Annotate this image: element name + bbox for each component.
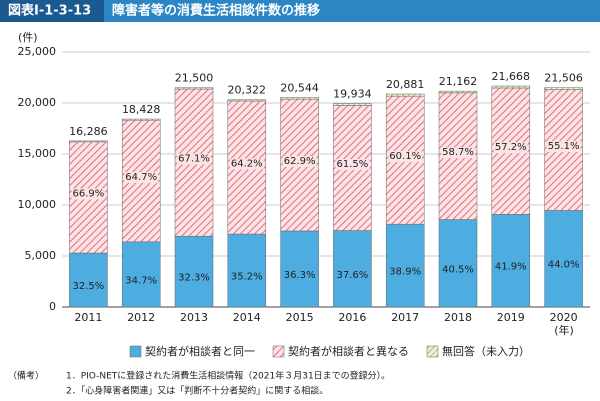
legend-label: 契約者が相談者と異なる: [288, 344, 409, 358]
bar-segment: [174, 87, 214, 90]
share-label: 32.3%: [178, 273, 210, 284]
total-label: 21,506: [544, 72, 583, 85]
x-tick-label: 2019: [497, 311, 525, 324]
share-label: 66.9%: [73, 188, 105, 199]
share-label-bg: [124, 171, 159, 183]
bar-segment: [121, 241, 161, 308]
x-tick-label: 2014: [233, 311, 261, 324]
x-tick-label: 2011: [74, 311, 102, 324]
share-label: 37.6%: [337, 270, 369, 281]
x-tick-label: 2015: [286, 311, 314, 324]
share-label: 40.5%: [442, 264, 474, 275]
legend-swatch: [272, 345, 285, 358]
bar-segment: [69, 252, 108, 308]
legend-label: 契約者が相談者と同一: [145, 344, 255, 358]
notes-label: （備考）: [8, 370, 44, 382]
x-tick-label: 2018: [444, 311, 472, 324]
share-label: 44.0%: [548, 260, 580, 271]
share-label: 35.2%: [231, 272, 263, 283]
share-label-bg: [229, 158, 264, 170]
share-label-bg: [177, 153, 211, 165]
share-label: 60.1%: [389, 151, 421, 162]
total-label: 20,881: [386, 78, 425, 91]
total-label: 21,668: [492, 70, 531, 83]
x-tick-label: 2012: [127, 311, 155, 324]
share-label: 34.7%: [125, 275, 157, 286]
y-tick-label: 10,000: [18, 198, 57, 211]
bar-segment: [227, 99, 267, 102]
figure-title: 障害者等の消費生活相談件数の推移: [112, 3, 320, 19]
share-label: 57.2%: [495, 142, 527, 153]
bar-segment: [174, 235, 214, 308]
share-label: 61.5%: [337, 159, 369, 170]
legend-label: 無回答（未入力）: [442, 344, 530, 358]
y-unit: (件): [18, 31, 38, 44]
share-label: 41.9%: [495, 262, 527, 273]
bar-segment: [333, 230, 372, 308]
share-label: 58.7%: [442, 147, 474, 158]
share-label-bg: [282, 156, 317, 168]
bar-segment: [544, 210, 583, 308]
share-label-bg: [335, 159, 370, 171]
x-unit: (年): [554, 323, 574, 337]
bar-segment: [385, 223, 425, 308]
total-label: 16,286: [69, 125, 108, 138]
total-label: 21,500: [175, 72, 214, 85]
share-label-bg: [71, 188, 106, 200]
share-label-bg: [546, 141, 581, 153]
share-label: 32.5%: [73, 281, 105, 292]
share-label: 64.2%: [231, 158, 263, 169]
y-tick-label: 5,000: [25, 249, 57, 262]
bar-segment: [69, 140, 108, 143]
x-tick-label: 2020: [550, 311, 578, 324]
share-label: 38.9%: [389, 267, 421, 278]
total-label: 20,544: [280, 81, 319, 94]
note: 1．PIO-NETに登録された消費生活相談情報（2021年３月31日までの登録分…: [66, 370, 390, 382]
share-label: 36.3%: [284, 270, 316, 281]
share-label: 67.1%: [178, 154, 210, 165]
share-label-bg: [493, 142, 528, 154]
share-label: 64.7%: [125, 172, 157, 183]
legend-swatch: [426, 345, 439, 358]
bar-segment: [544, 87, 583, 90]
bar-segment: [385, 93, 425, 97]
bar-segment: [280, 97, 319, 100]
figure-no-box: [0, 0, 104, 22]
bar-segment: [121, 118, 161, 121]
bar-segment: [333, 103, 372, 106]
y-tick-label: 25,000: [18, 45, 57, 58]
figure-no: 図表Ⅰ-1-3-13: [8, 3, 91, 19]
bar-segment: [438, 90, 478, 94]
share-label: 55.1%: [548, 141, 580, 152]
y-tick-label: 15,000: [18, 147, 57, 160]
x-tick-label: 2016: [338, 311, 366, 324]
y-tick-label: 0: [49, 300, 56, 313]
share-label-bg: [388, 151, 423, 163]
y-tick-label: 20,000: [18, 96, 57, 109]
legend-swatch: [129, 345, 142, 358]
share-label-bg: [441, 147, 475, 159]
total-label: 19,934: [333, 88, 372, 101]
bar-segment: [491, 214, 531, 308]
bar-segment: [227, 233, 267, 308]
note: 2．「心身障害者関連」又は「判断不十分者契約」に関する相談。: [66, 385, 328, 397]
total-label: 20,322: [228, 84, 267, 97]
share-label: 62.9%: [284, 156, 316, 167]
bar-segment: [491, 85, 531, 89]
x-tick-label: 2017: [391, 311, 419, 324]
bar-segment: [280, 230, 319, 308]
total-label: 18,428: [122, 103, 161, 116]
bar-segment: [438, 219, 478, 308]
x-tick-label: 2013: [180, 311, 208, 324]
header-bar: [0, 0, 600, 22]
total-label: 21,162: [439, 75, 478, 88]
